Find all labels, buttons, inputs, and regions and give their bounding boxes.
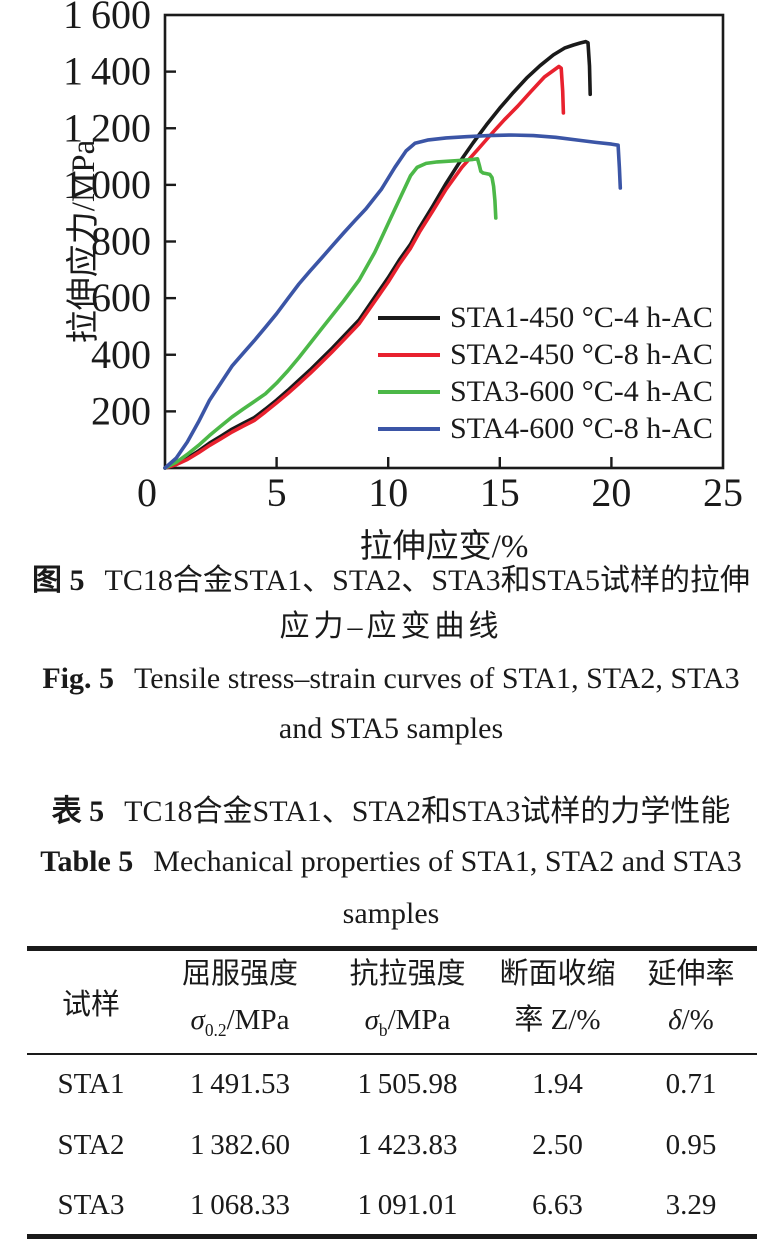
header-sample: 试样: [61, 988, 120, 1021]
cell-tensile-strength: 1 091.01: [357, 1188, 458, 1221]
figure-caption-en-line2: and STA5 samples: [278, 712, 504, 745]
legend-item: STA1-450 °C-4 h-AC: [378, 299, 713, 336]
svg-text:5: 5: [267, 470, 287, 515]
table-number-zh: 表 5: [51, 795, 105, 828]
figure-caption-zh-line1: 图 5 TC18合金STA1、STA2、STA3和STA5试样的拉伸: [0, 563, 782, 599]
svg-text:拉伸应力/MPa: 拉伸应力/MPa: [65, 139, 102, 343]
mechanical-properties-table: 试样 屈服强度 σ0.2/MPa 抗拉强度 σb/MPa 断面收缩 率 Z/% …: [27, 946, 757, 1240]
svg-text:0: 0: [137, 470, 157, 515]
table-caption-zh-text: TC18合金STA1、STA2和STA3试样的力学性能: [124, 795, 731, 828]
cell-yield-strength: 1 382.60: [189, 1128, 291, 1161]
figure-caption-zh-line2: 应力–应变曲线: [279, 610, 503, 643]
legend-item: STA2-450 °C-8 h-AC: [378, 336, 713, 373]
cell-reduction-of-area: 6.63: [532, 1188, 583, 1221]
svg-text:800: 800: [91, 219, 151, 264]
figure-caption-zh-text: TC18合金STA1、STA2、STA3和STA5试样的拉伸: [104, 564, 750, 597]
table-row: STA2 1 382.60 1 423.83 2.50 0.95: [27, 1115, 757, 1176]
cell-reduction-of-area: 2.50: [532, 1128, 583, 1161]
header-reduction-of-area: 断面收缩 率 Z/%: [499, 958, 616, 1036]
table-caption-zh: 表 5 TC18合金STA1、STA2和STA3试样的力学性能: [0, 794, 782, 830]
cell-sample: STA2: [57, 1128, 125, 1161]
cell-sample: STA3: [57, 1188, 125, 1221]
legend-item: STA3-600 °C-4 h-AC: [378, 373, 713, 410]
table-body: STA1 1 491.53 1 505.98 1.94 0.71 STA2 1 …: [27, 1054, 757, 1237]
svg-text:600: 600: [91, 275, 151, 320]
cell-elongation: 3.29: [665, 1188, 717, 1221]
stress-strain-chart: 200 400 600 800 1 000 1 200 1 400 1 600 0 5 10 15 20…: [0, 0, 782, 575]
svg-text:20: 20: [591, 470, 631, 515]
header-tensile-strength: 抗拉强度 σb/MPa: [349, 958, 466, 1040]
table-caption-en-line1: Table 5 Mechanical properties of STA1, ST…: [0, 844, 782, 880]
legend-label: STA4-600 °C-8 h-AC: [450, 411, 713, 445]
table-row: STA1 1 491.53 1 505.98 1.94 0.71: [27, 1054, 757, 1115]
table-header-row: 试样 屈服强度 σ0.2/MPa 抗拉强度 σb/MPa 断面收缩 率 Z/% …: [27, 949, 757, 1054]
cell-elongation: 0.95: [665, 1128, 717, 1161]
svg-text:1 200: 1 200: [63, 105, 151, 150]
cell-tensile-strength: 1 423.83: [357, 1128, 458, 1161]
table-row: STA3 1 068.33 1 091.01 6.63 3.29: [27, 1176, 757, 1237]
chart-canvas: 200 400 600 800 1 000 1 200 1 400 1 600 0 5 10 15 20…: [63, 0, 743, 565]
svg-text:1 400: 1 400: [63, 49, 151, 94]
table-number-en: Table 5: [40, 845, 134, 878]
svg-text:1 600: 1 600: [63, 0, 151, 37]
cell-reduction-of-area: 1.94: [532, 1068, 583, 1101]
svg-text:拉伸应变/%: 拉伸应变/%: [360, 528, 529, 565]
chart-legend: STA1-450 °C-4 h-AC STA2-450 °C-8 h-AC ST…: [378, 299, 713, 447]
legend-label: STA1-450 °C-4 h-AC: [450, 300, 713, 334]
legend-line-swatch: [378, 352, 440, 357]
header-yield-strength: 屈服强度 σ0.2/MPa: [181, 958, 298, 1040]
cell-yield-strength: 1 068.33: [189, 1188, 291, 1221]
legend-label: STA2-450 °C-8 h-AC: [450, 337, 713, 371]
table-caption-en-text: Mechanical properties of STA1, STA2 and …: [153, 845, 742, 878]
figure-caption-en-text: Tensile stress–strain curves of STA1, ST…: [134, 662, 740, 695]
legend-line-swatch: [378, 426, 440, 431]
cell-yield-strength: 1 491.53: [189, 1068, 291, 1101]
svg-text:400: 400: [91, 332, 151, 377]
svg-text:1 000: 1 000: [63, 162, 151, 207]
legend-item: STA4-600 °C-8 h-AC: [378, 410, 713, 447]
figure-number-zh: 图 5: [32, 564, 85, 597]
legend-line-swatch: [378, 389, 440, 394]
cell-elongation: 0.71: [665, 1068, 717, 1101]
table-caption-en-line2: samples: [342, 897, 440, 930]
table-header: 试样 屈服强度 σ0.2/MPa 抗拉强度 σb/MPa 断面收缩 率 Z/% …: [27, 949, 757, 1054]
cell-tensile-strength: 1 505.98: [357, 1068, 458, 1101]
figure-caption-en-line1: Fig. 5 Tensile stress–strain curves of ST…: [0, 661, 782, 697]
svg-text:10: 10: [368, 470, 408, 515]
svg-text:200: 200: [91, 388, 151, 433]
svg-text:15: 15: [480, 470, 520, 515]
legend-label: STA3-600 °C-4 h-AC: [450, 374, 713, 408]
svg-text:25: 25: [703, 470, 743, 515]
figure-number-en: Fig. 5: [42, 662, 115, 695]
header-elongation: 延伸率 δ/%: [647, 958, 735, 1036]
legend-line-swatch: [378, 315, 440, 320]
cell-sample: STA1: [57, 1068, 125, 1101]
